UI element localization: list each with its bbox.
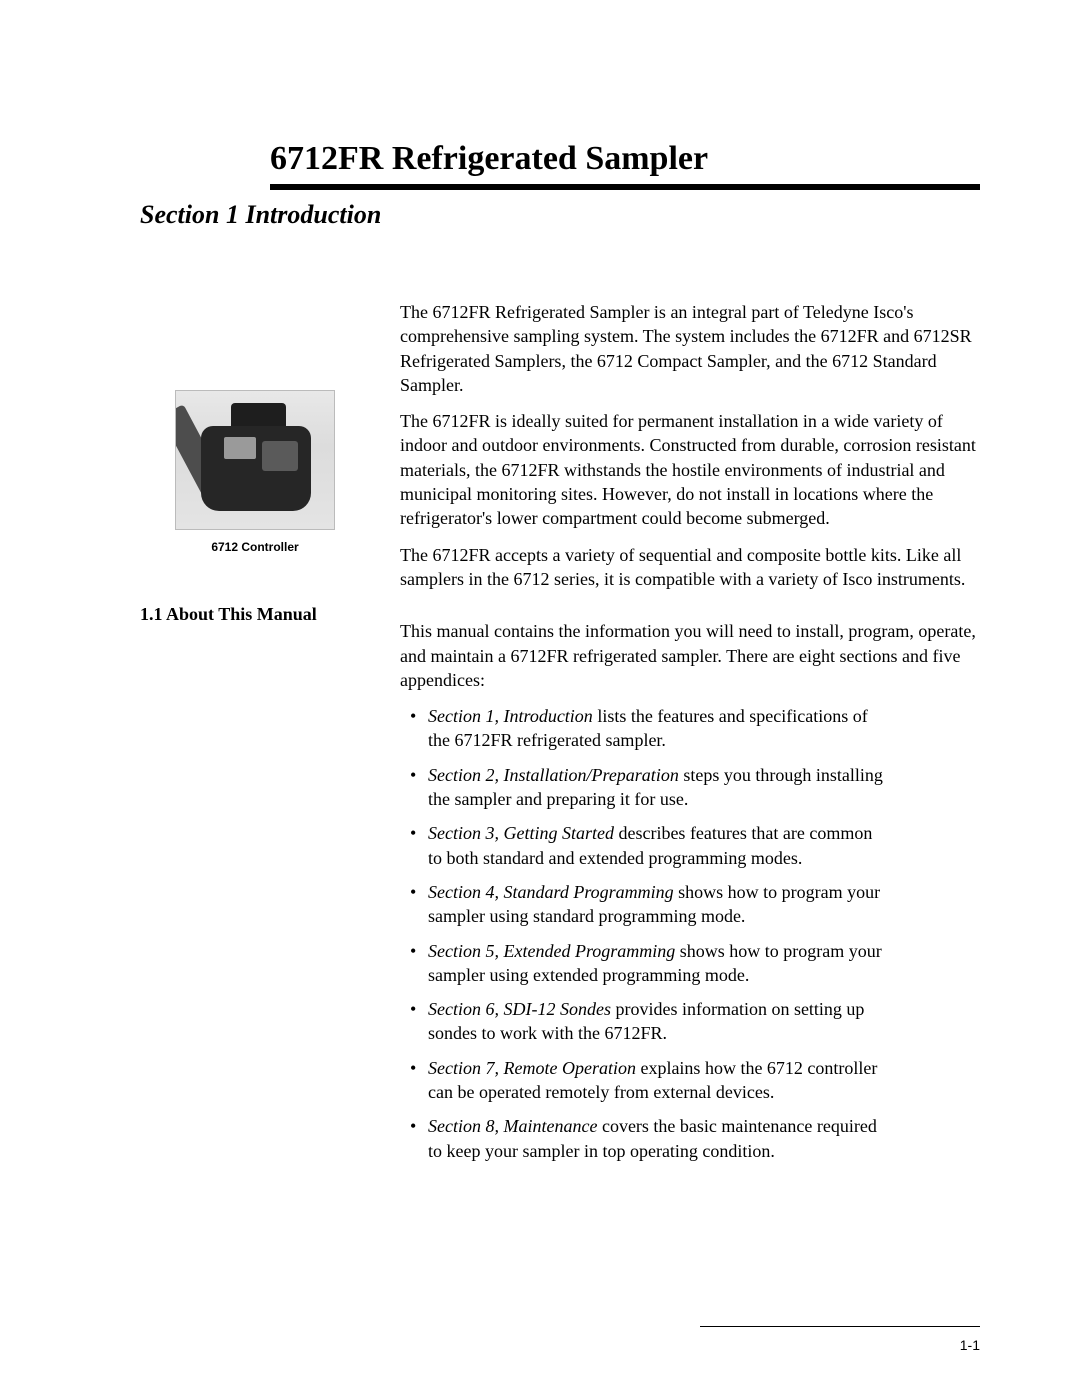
list-item-lead: Section 8, Maintenance <box>428 1116 597 1136</box>
intro-paragraph-3: The 6712FR accepts a variety of sequenti… <box>400 543 980 592</box>
list-item: Section 8, Maintenance covers the basic … <box>428 1114 980 1163</box>
title-rule <box>270 184 980 190</box>
device-keypad-shape <box>262 441 298 471</box>
list-item-lead: Section 2, Installation/Preparation <box>428 765 679 785</box>
intro-paragraph-1: The 6712FR Refrigerated Sampler is an in… <box>400 300 980 397</box>
figure-caption: 6712 Controller <box>140 540 370 554</box>
list-item-lead: Section 6, SDI-12 Sondes <box>428 999 611 1019</box>
list-item-lead: Section 5, Extended Programming <box>428 941 675 961</box>
page-number: 1-1 <box>960 1337 980 1353</box>
section-list: Section 1, Introduction lists the featur… <box>400 704 980 1163</box>
list-item-lead: Section 3, Getting Started <box>428 823 614 843</box>
controller-figure: 6712 Controller <box>140 390 370 554</box>
document-title: 6712FR Refrigerated Sampler <box>270 140 980 178</box>
footer-rule <box>700 1326 980 1327</box>
controller-image <box>175 390 335 530</box>
content-grid: 6712 Controller 1.1 About This Manual Th… <box>140 300 980 1173</box>
list-item: Section 4, Standard Programming shows ho… <box>428 880 980 929</box>
device-screen-shape <box>224 437 256 459</box>
manual-page: 6712FR Refrigerated Sampler Section 1 In… <box>0 0 1080 1397</box>
intro-paragraph-2: The 6712FR is ideally suited for permane… <box>400 409 980 530</box>
list-item: Section 3, Getting Started describes fea… <box>428 821 980 870</box>
list-item-lead: Section 1, Introduction <box>428 706 593 726</box>
list-item-lead: Section 7, Remote Operation <box>428 1058 636 1078</box>
left-column: 6712 Controller 1.1 About This Manual <box>140 300 370 1173</box>
list-item: Section 5, Extended Programming shows ho… <box>428 939 980 988</box>
list-item-lead: Section 4, Standard Programming <box>428 882 674 902</box>
subsection-heading: 1.1 About This Manual <box>140 604 370 625</box>
right-column: The 6712FR Refrigerated Sampler is an in… <box>400 300 980 1173</box>
about-paragraph: This manual contains the information you… <box>400 619 980 692</box>
list-item: Section 1, Introduction lists the featur… <box>428 704 980 753</box>
list-item: Section 2, Installation/Preparation step… <box>428 763 980 812</box>
list-item: Section 6, SDI-12 Sondes provides inform… <box>428 997 980 1046</box>
section-title: Section 1 Introduction <box>140 200 980 230</box>
list-item: Section 7, Remote Operation explains how… <box>428 1056 980 1105</box>
